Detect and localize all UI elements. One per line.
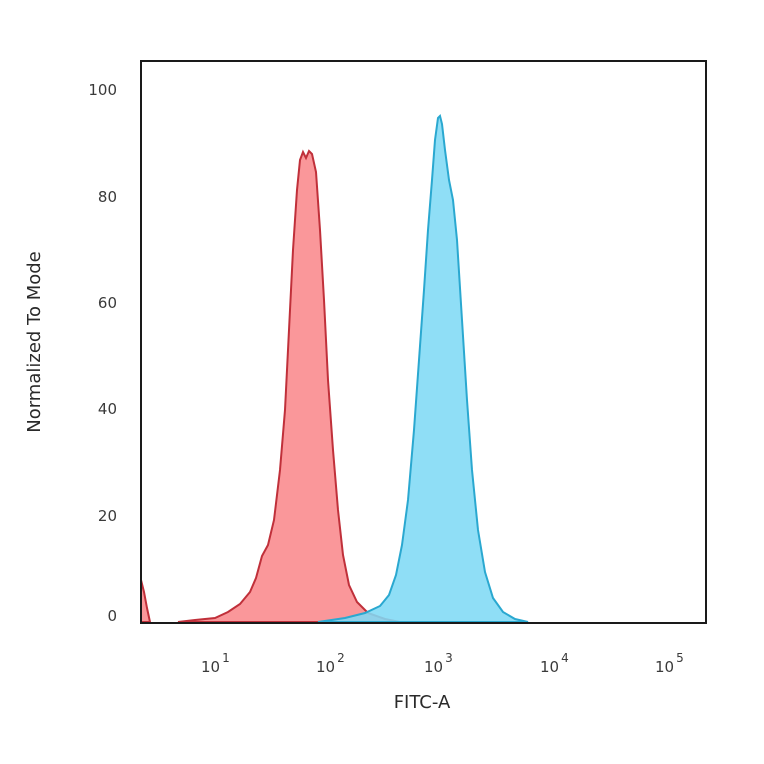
isotype-curve [177,149,401,623]
y-tick-0: 0 [107,607,117,625]
y-tick-80: 80 [98,188,117,206]
y-tick-20: 20 [98,507,117,525]
y-tick-60: 60 [98,294,117,312]
y-tick-40: 40 [98,400,117,418]
y-tick-100: 100 [88,81,117,99]
series-fitc-stained [317,114,529,623]
x-axis-title: FITC-A [394,692,451,713]
y-axis-title: Normalized To Mode [24,251,45,433]
x-tick-10-4: 10 4 [540,651,569,676]
x-tick-10-2: 10 2 [316,651,345,676]
y-axis: 0 20 40 60 80 100 [88,81,117,625]
x-tick-10-5: 10 5 [655,651,684,676]
x-axis: 10 1 10 2 10 3 10 4 10 5 [201,651,684,676]
x-tick-10-1: 10 1 [201,651,230,676]
stained-curve [317,114,529,623]
plot-frame [140,60,707,624]
x-tick-10-3: 10 3 [424,651,453,676]
